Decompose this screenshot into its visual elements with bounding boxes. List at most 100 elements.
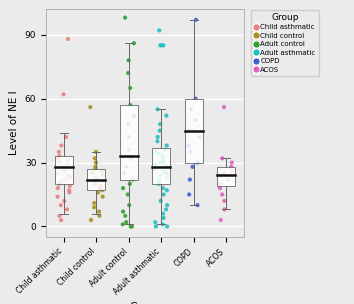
Point xyxy=(195,160,200,165)
Point xyxy=(188,107,194,112)
Point xyxy=(92,175,98,180)
Point xyxy=(56,154,62,159)
Point xyxy=(221,199,227,203)
Point xyxy=(164,203,170,208)
Point xyxy=(193,96,198,101)
Point xyxy=(156,177,161,182)
Point xyxy=(55,171,60,176)
Point xyxy=(156,152,162,157)
Point xyxy=(153,220,158,225)
Point xyxy=(89,171,95,176)
Point xyxy=(127,85,133,90)
Point xyxy=(131,113,137,118)
Point xyxy=(59,143,64,148)
Point xyxy=(221,171,227,176)
Point xyxy=(123,164,129,169)
Point xyxy=(219,192,225,197)
Point xyxy=(55,194,61,199)
Point xyxy=(161,216,166,220)
Point xyxy=(126,58,131,63)
Point xyxy=(164,171,170,176)
Legend: Child asthmatic, Child control, Adult control, Adult asthmatic, COPD, ACOS: Child asthmatic, Child control, Adult co… xyxy=(251,9,319,76)
Point xyxy=(97,186,103,191)
Point xyxy=(160,158,165,163)
Point xyxy=(55,186,61,191)
Point xyxy=(91,201,97,206)
Point xyxy=(61,164,67,169)
Point xyxy=(160,211,166,216)
Point xyxy=(186,128,192,133)
Point xyxy=(67,175,73,180)
Point xyxy=(158,199,164,203)
Point xyxy=(125,192,131,197)
Point xyxy=(64,162,70,167)
Point xyxy=(164,224,170,229)
Point xyxy=(161,169,167,174)
Point xyxy=(64,207,70,212)
Point xyxy=(126,147,132,152)
Point xyxy=(92,167,98,171)
Point xyxy=(156,181,162,186)
Point xyxy=(152,162,158,167)
Point xyxy=(125,71,131,75)
Point xyxy=(131,41,137,46)
Bar xyxy=(55,156,73,184)
Point xyxy=(164,188,170,193)
Point xyxy=(56,181,62,186)
Point xyxy=(152,167,158,171)
Point xyxy=(98,184,103,188)
Point xyxy=(157,160,163,165)
Point xyxy=(164,164,170,169)
Point xyxy=(217,181,223,186)
Point xyxy=(67,184,73,188)
Point xyxy=(62,167,67,171)
Point xyxy=(120,222,126,227)
Point xyxy=(61,169,67,174)
Point xyxy=(158,43,163,48)
Point xyxy=(67,190,72,195)
Point xyxy=(164,113,169,118)
Point xyxy=(159,43,164,48)
Point xyxy=(156,28,162,33)
Point xyxy=(128,156,133,161)
Point xyxy=(57,213,62,218)
Point xyxy=(55,156,61,161)
Point xyxy=(100,173,105,178)
Point xyxy=(87,105,93,109)
Point xyxy=(156,179,162,184)
Point xyxy=(95,190,101,195)
Point xyxy=(127,181,133,186)
Point xyxy=(58,218,64,223)
Point xyxy=(190,164,195,169)
Point xyxy=(99,188,105,193)
Point xyxy=(61,92,66,97)
Point xyxy=(188,150,194,154)
Point xyxy=(122,15,128,20)
Point xyxy=(97,213,102,218)
Point xyxy=(153,150,159,154)
Point xyxy=(160,222,165,227)
Point xyxy=(160,186,166,191)
Point xyxy=(157,173,163,178)
Point xyxy=(99,169,105,174)
Point xyxy=(58,203,64,208)
Point xyxy=(127,102,133,107)
Point xyxy=(221,105,227,109)
X-axis label: Group: Group xyxy=(129,302,161,304)
Point xyxy=(57,160,62,165)
Bar xyxy=(217,167,235,186)
Point xyxy=(63,135,69,140)
Point xyxy=(230,169,235,174)
Point xyxy=(218,173,224,178)
Point xyxy=(155,135,160,140)
Point xyxy=(88,218,94,223)
Point xyxy=(219,156,225,161)
Point xyxy=(162,147,168,152)
Point xyxy=(160,154,166,159)
Point xyxy=(126,122,131,127)
Point xyxy=(160,43,166,48)
Point xyxy=(93,164,98,169)
Bar xyxy=(185,98,203,163)
Y-axis label: Level of NE I: Level of NE I xyxy=(9,91,19,155)
Point xyxy=(58,179,64,184)
